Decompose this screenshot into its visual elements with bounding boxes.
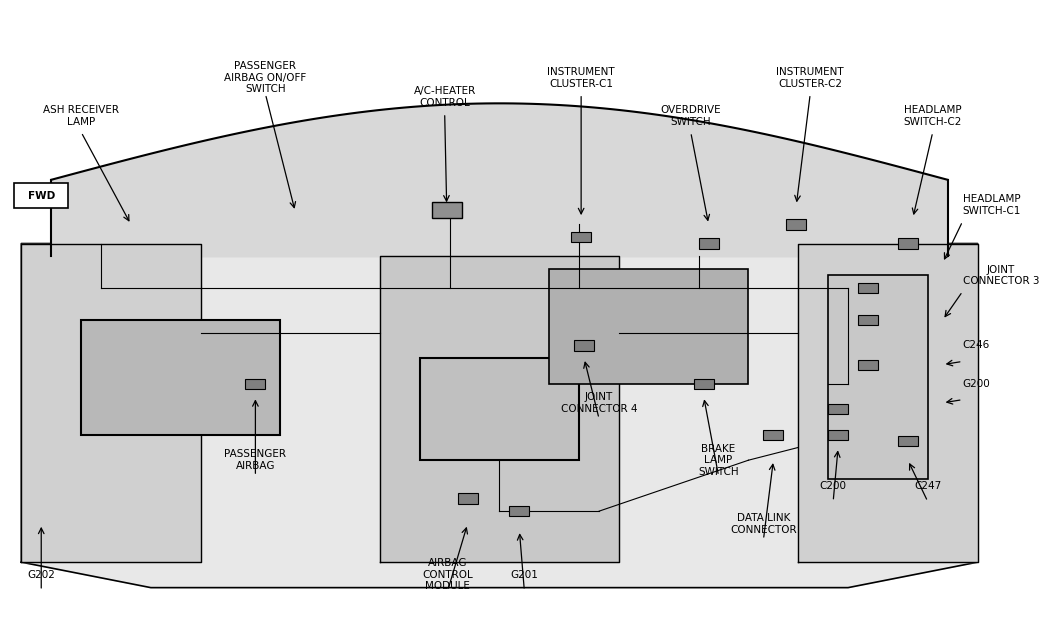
Text: C246: C246 <box>962 340 989 351</box>
Text: C247: C247 <box>914 481 941 491</box>
Text: C200: C200 <box>820 481 847 491</box>
Bar <box>694 379 714 389</box>
Text: JOINT
CONNECTOR 4: JOINT CONNECTOR 4 <box>561 392 638 413</box>
Bar <box>898 239 918 248</box>
Text: PASSENGER
AIRBAG ON/OFF
SWITCH: PASSENGER AIRBAG ON/OFF SWITCH <box>224 61 307 95</box>
Polygon shape <box>380 256 619 562</box>
Text: INSTRUMENT
CLUSTER-C1: INSTRUMENT CLUSTER-C1 <box>548 67 615 89</box>
Bar <box>828 275 928 479</box>
Bar <box>859 360 878 370</box>
Text: G201: G201 <box>511 570 538 580</box>
Bar <box>245 379 265 389</box>
Text: FWD: FWD <box>27 191 54 201</box>
Text: BRAKE
LAMP
SWITCH: BRAKE LAMP SWITCH <box>698 444 739 477</box>
Polygon shape <box>798 244 978 562</box>
Bar <box>828 404 848 414</box>
Bar <box>550 269 749 384</box>
Bar <box>763 429 783 440</box>
Bar <box>431 202 462 218</box>
Text: DATA LINK
CONNECTOR: DATA LINK CONNECTOR <box>730 513 797 534</box>
Text: AIRBAG
CONTROL
MODULE: AIRBAG CONTROL MODULE <box>422 558 473 591</box>
Text: G200: G200 <box>962 379 990 388</box>
Bar <box>420 358 579 460</box>
Text: HEADLAMP
SWITCH-C1: HEADLAMP SWITCH-C1 <box>962 195 1021 216</box>
Text: INSTRUMENT
CLUSTER-C2: INSTRUMENT CLUSTER-C2 <box>777 67 844 89</box>
Bar <box>898 436 918 446</box>
Text: A/C-HEATER
CONTROL: A/C-HEATER CONTROL <box>414 86 475 108</box>
Bar <box>572 232 592 243</box>
Polygon shape <box>21 244 201 562</box>
Text: OVERDRIVE
SWITCH: OVERDRIVE SWITCH <box>661 106 721 127</box>
Bar <box>81 320 281 435</box>
Text: ASH RECEIVER
LAMP: ASH RECEIVER LAMP <box>43 106 119 127</box>
FancyBboxPatch shape <box>15 183 68 209</box>
Text: JOINT
CONNECTOR 3: JOINT CONNECTOR 3 <box>962 264 1039 286</box>
Bar <box>859 283 878 293</box>
Polygon shape <box>21 244 978 588</box>
Bar <box>859 315 878 325</box>
Bar <box>698 239 718 248</box>
Bar <box>458 493 477 504</box>
Text: G202: G202 <box>27 570 55 580</box>
Text: PASSENGER
AIRBAG: PASSENGER AIRBAG <box>224 449 287 471</box>
Text: HEADLAMP
SWITCH-C2: HEADLAMP SWITCH-C2 <box>904 106 962 127</box>
Bar <box>828 429 848 440</box>
Bar <box>786 220 806 230</box>
Bar <box>510 506 530 516</box>
Bar <box>574 340 594 351</box>
